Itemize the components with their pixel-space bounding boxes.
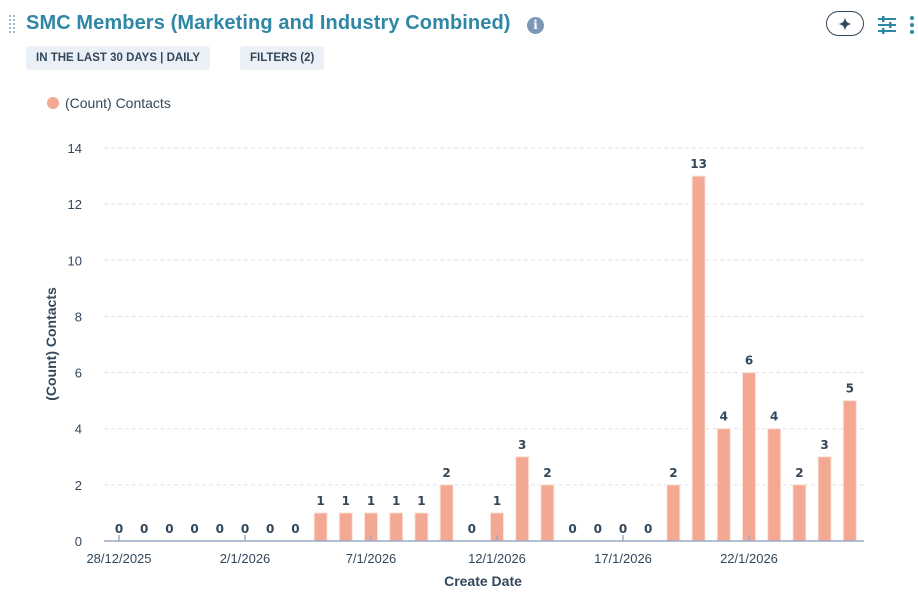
- data-label: 0: [216, 522, 224, 536]
- bar[interactable]: [313, 512, 328, 542]
- legend-swatch: [47, 97, 59, 109]
- data-label: 1: [367, 494, 375, 508]
- data-label: 2: [669, 466, 677, 480]
- x-tick-label: 7/1/2026: [346, 551, 397, 566]
- y-tick-label: 2: [75, 478, 82, 493]
- data-label: 0: [619, 522, 627, 536]
- bar[interactable]: [716, 428, 731, 542]
- data-label: 3: [820, 438, 828, 452]
- data-label: 1: [392, 494, 400, 508]
- y-axis-title: (Count) Contacts: [43, 287, 59, 401]
- data-label: 2: [442, 466, 450, 480]
- info-icon[interactable]: i: [527, 17, 544, 34]
- data-label: 0: [190, 522, 198, 536]
- data-label: 1: [316, 494, 324, 508]
- x-tick-label: 12/1/2026: [468, 551, 526, 566]
- bar[interactable]: [817, 456, 832, 542]
- data-label: 0: [140, 522, 148, 536]
- data-label: 5: [846, 382, 854, 396]
- vertical-dots-icon[interactable]: [909, 14, 915, 36]
- x-tick-label: 2/1/2026: [220, 551, 271, 566]
- data-label: 1: [342, 494, 350, 508]
- y-tick-label: 4: [75, 422, 82, 437]
- ai-assist-button[interactable]: [826, 11, 864, 36]
- data-label: 0: [165, 522, 173, 536]
- data-label: 0: [568, 522, 576, 536]
- y-tick-label: 12: [68, 197, 82, 212]
- bar[interactable]: [414, 512, 429, 542]
- bar[interactable]: [792, 484, 807, 542]
- data-label: 0: [266, 522, 274, 536]
- bar[interactable]: [742, 372, 756, 542]
- bar[interactable]: [691, 175, 706, 542]
- x-tick-label: 28/12/2025: [86, 551, 151, 566]
- data-label: 0: [291, 522, 299, 536]
- drag-handle-icon[interactable]: [9, 15, 17, 33]
- legend-label: (Count) Contacts: [65, 95, 171, 111]
- bar[interactable]: [540, 484, 555, 542]
- data-label: 0: [468, 522, 476, 536]
- y-tick-label: 14: [68, 141, 82, 156]
- data-label: 13: [690, 157, 707, 171]
- date-range-chip[interactable]: IN THE LAST 30 DAYS | DAILY: [26, 46, 211, 70]
- data-label: 6: [745, 354, 753, 368]
- y-tick-label: 6: [75, 366, 82, 381]
- data-label: 2: [795, 466, 803, 480]
- data-label: 1: [493, 494, 501, 508]
- x-axis-title: Create Date: [444, 573, 522, 589]
- data-label: 3: [518, 438, 526, 452]
- y-tick-label: 8: [75, 309, 82, 324]
- data-label: 2: [543, 466, 551, 480]
- bar[interactable]: [389, 512, 404, 542]
- sparkle-icon: [838, 16, 852, 31]
- data-label: 0: [241, 522, 249, 536]
- data-label: 0: [644, 522, 652, 536]
- y-tick-label: 0: [75, 534, 82, 549]
- bar[interactable]: [338, 512, 353, 542]
- x-tick-label: 22/1/2026: [720, 551, 778, 566]
- bar[interactable]: [842, 400, 857, 542]
- x-tick-label: 17/1/2026: [594, 551, 652, 566]
- bar[interactable]: [439, 484, 454, 542]
- data-label: 0: [594, 522, 602, 536]
- chart-legend[interactable]: (Count) Contacts: [47, 95, 171, 111]
- bar[interactable]: [767, 428, 782, 542]
- data-label: 4: [720, 410, 728, 424]
- data-label: 1: [417, 494, 425, 508]
- report-title: SMC Members (Marketing and Industry Comb…: [26, 12, 511, 34]
- data-label: 4: [770, 410, 778, 424]
- bar[interactable]: [666, 484, 681, 542]
- bar[interactable]: [515, 456, 530, 542]
- y-tick-label: 10: [68, 253, 82, 268]
- sliders-icon[interactable]: [877, 15, 897, 35]
- filters-chip[interactable]: FILTERS (2): [240, 46, 325, 70]
- data-label: 0: [115, 522, 123, 536]
